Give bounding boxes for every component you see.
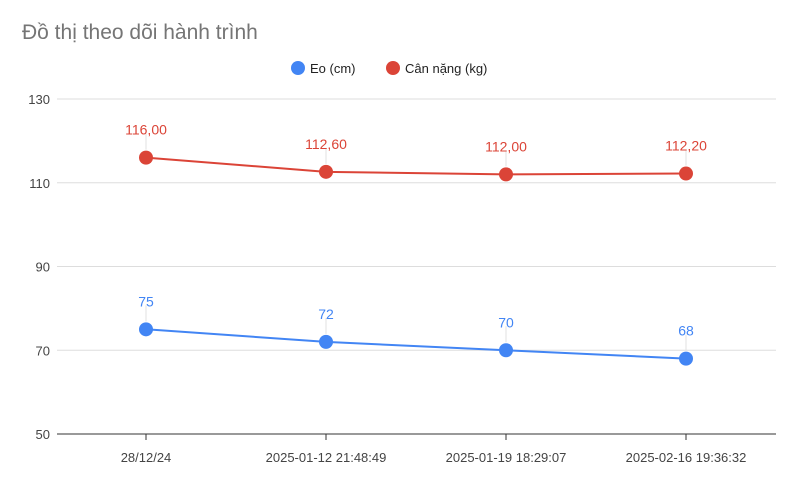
data-label: 75	[138, 293, 154, 309]
data-label: 72	[318, 306, 334, 322]
series-line	[145, 156, 687, 176]
gridlines	[57, 98, 776, 351]
series-layer: 75 72 70 68 116,00 112,60 112,00 112,20	[125, 122, 707, 366]
data-point[interactable]	[139, 322, 153, 337]
data-point[interactable]	[319, 334, 333, 349]
legend-marker	[386, 61, 400, 75]
x-tick-label: 2025-02-16 19:36:32	[626, 450, 747, 465]
data-point[interactable]	[139, 150, 153, 165]
y-tick-label: 70	[36, 343, 50, 358]
chart-title: Đồ thị theo dõi hành trình	[22, 21, 258, 44]
data-point[interactable]	[319, 164, 333, 179]
y-tick-label: 130	[28, 92, 50, 107]
data-label: 112,60	[305, 136, 347, 152]
legend-marker	[291, 61, 305, 75]
data-label: 70	[498, 314, 514, 330]
x-tick-label: 28/12/24	[121, 450, 172, 465]
legend-label: Cân nặng (kg)	[405, 61, 487, 76]
x-tick-label: 2025-01-12 21:48:49	[266, 450, 387, 465]
data-label: 112,00	[485, 138, 527, 154]
legend: Eo (cm) Cân nặng (kg)	[291, 61, 487, 76]
y-tick-label: 110	[29, 176, 50, 191]
data-point[interactable]	[499, 343, 513, 358]
data-label: 112,20	[665, 138, 707, 154]
data-label: 116,00	[125, 122, 167, 138]
data-label: 68	[678, 323, 694, 339]
x-tick-label: 2025-01-19 18:29:07	[446, 450, 567, 465]
y-tick-label: 50	[36, 427, 50, 442]
data-point[interactable]	[499, 167, 513, 182]
data-point[interactable]	[679, 166, 693, 181]
y-axis-ticks: 50 70 90 110 130	[28, 92, 50, 442]
series-0: 75 72 70 68	[138, 293, 694, 366]
series-line	[145, 328, 687, 360]
x-axis: 28/12/24 2025-01-12 21:48:49 2025-01-19 18…	[57, 433, 776, 465]
y-tick-label: 90	[36, 260, 50, 275]
data-point[interactable]	[679, 351, 693, 366]
series-1: 116,00 112,60 112,00 112,20	[125, 122, 707, 182]
legend-label: Eo (cm)	[310, 61, 356, 76]
